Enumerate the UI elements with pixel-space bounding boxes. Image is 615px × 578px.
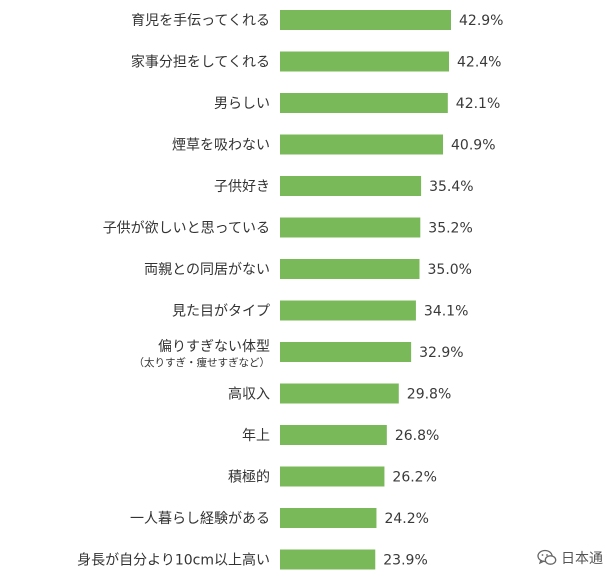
bar (280, 466, 385, 487)
value-label: 42.9% (459, 13, 503, 29)
bar (280, 300, 416, 321)
bar (280, 342, 412, 362)
category-label: 男らしい (214, 96, 270, 112)
bar (280, 425, 387, 445)
watermark-text: 日本通 (561, 551, 603, 567)
category-label: 積極的 (228, 470, 270, 486)
wechat-bubble-icon (537, 549, 557, 565)
category-label: 高収入 (228, 386, 270, 403)
category-label: 偏りすぎない体型 (158, 339, 270, 355)
value-label: 26.8% (395, 428, 439, 444)
value-label: 35.0% (428, 262, 472, 278)
value-label: 32.9% (419, 345, 463, 361)
value-label: 34.1% (424, 304, 468, 320)
bar (280, 93, 448, 113)
bar (280, 259, 420, 279)
value-label: 29.8% (407, 387, 451, 403)
value-label: 35.4% (429, 179, 473, 195)
bar (280, 217, 421, 238)
category-label: 子供が欲しいと思っている (103, 221, 270, 237)
category-label: 家事分担をしてくれる (131, 54, 270, 71)
value-label: 26.2% (392, 470, 436, 486)
value-label: 35.2% (428, 221, 472, 237)
category-label: 一人暮らし経験がある (130, 511, 270, 527)
category-label: 両親との同居がない (144, 262, 270, 278)
value-label: 23.9% (383, 553, 427, 569)
category-sublabel: （太りすぎ・痩せすぎなど） (134, 356, 271, 369)
bar (280, 134, 444, 155)
bar (280, 176, 422, 196)
category-label: 年上 (242, 428, 270, 444)
bar (280, 549, 376, 570)
category-label: 煙草を吸わない (172, 138, 270, 154)
value-label: 42.4% (457, 55, 501, 71)
value-label: 42.1% (456, 96, 500, 112)
bar (280, 10, 451, 30)
bar (280, 383, 399, 404)
category-label: 子供好き (214, 179, 270, 195)
bar (280, 508, 377, 528)
value-label: 40.9% (451, 138, 495, 154)
value-label: 24.2% (384, 511, 428, 527)
category-label: 見た目がタイプ (172, 304, 270, 320)
category-label: 身長が自分より10cm以上高い (77, 552, 270, 569)
watermark: 日本通 (537, 548, 603, 568)
category-label: 育児を手伝ってくれる (131, 13, 270, 29)
bar (280, 51, 450, 72)
